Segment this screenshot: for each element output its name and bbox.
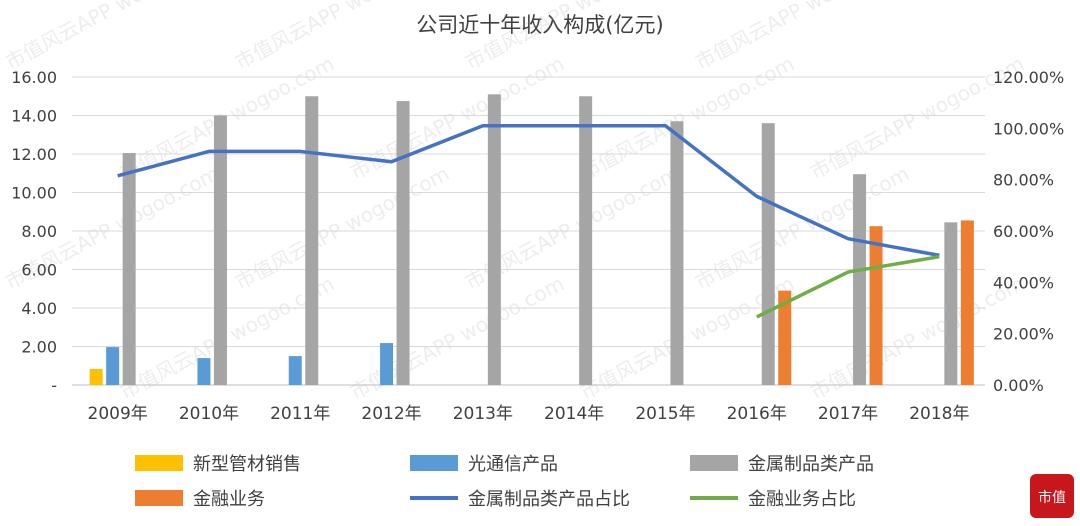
legend-swatch — [135, 490, 183, 506]
chart-title: 公司近十年收入构成(亿元) — [416, 13, 663, 37]
y-left-tick: 8.00 — [21, 222, 57, 241]
y-right-tick: 80.00% — [993, 171, 1054, 190]
x-tick: 2013年 — [453, 404, 513, 424]
series-line — [117, 124, 940, 258]
y-left-tick: 14.00 — [11, 107, 57, 126]
watermark: 市值风云APP wogoo.com — [116, 271, 338, 404]
legend-label: 金属制品类产品占比 — [468, 489, 630, 510]
legend-swatch — [135, 455, 183, 471]
bar — [853, 174, 867, 385]
svg-text:市值: 市值 — [1038, 489, 1066, 506]
legend-swatch — [410, 455, 458, 471]
bar — [197, 358, 211, 385]
bar — [761, 123, 775, 385]
x-tick: 2012年 — [361, 404, 421, 424]
series-line — [755, 254, 940, 319]
y-left-tick: 6.00 — [21, 261, 57, 280]
y-right-tick: 100.00% — [993, 119, 1064, 138]
y-left-tick: - — [51, 376, 57, 395]
watermark: 市值风云APP wogoo.com — [1, 0, 223, 74]
y-right-tick: 120.00% — [993, 68, 1064, 87]
legend-swatch — [690, 455, 738, 471]
bar — [869, 226, 883, 385]
bar — [122, 153, 136, 385]
x-tick: 2010年 — [179, 404, 239, 424]
x-tick: 2018年 — [909, 404, 969, 424]
bar — [487, 94, 501, 385]
x-tick: 2016年 — [727, 404, 787, 424]
legend-label: 新型管材销售 — [193, 454, 301, 475]
watermark: 市值风云APP wogoo.com — [346, 51, 568, 184]
bar — [89, 369, 103, 385]
bar — [213, 115, 227, 385]
y-right-tick: 0.00% — [993, 376, 1044, 395]
x-tick: 2009年 — [88, 404, 148, 424]
y-right-tick: 40.00% — [993, 273, 1054, 292]
watermark: 市值风云APP wogoo.com — [346, 271, 568, 404]
legend-label: 金属制品类产品 — [748, 454, 874, 475]
bar — [288, 356, 302, 385]
bar — [670, 121, 684, 386]
watermark: 市值风云APP wogoo.com — [231, 161, 453, 294]
y-left-tick: 10.00 — [11, 184, 57, 203]
x-tick: 2015年 — [635, 404, 695, 424]
y-left-tick: 2.00 — [21, 338, 57, 357]
y-right-tick: 60.00% — [993, 222, 1054, 241]
y-left-tick: 16.00 — [11, 68, 57, 87]
legend-label: 金融业务 — [193, 489, 265, 510]
x-tick: 2011年 — [270, 404, 330, 424]
logo: 市值 — [1030, 474, 1074, 518]
bar — [778, 290, 792, 385]
watermark: 市值风云APP wogoo.com — [231, 0, 453, 74]
y-right-tick: 20.00% — [993, 325, 1054, 344]
x-tick: 2014年 — [544, 404, 604, 424]
bar — [944, 222, 958, 385]
watermark: 市值风云APP wogoo.com — [461, 0, 683, 74]
bar — [396, 101, 410, 385]
legend-label: 光通信产品 — [468, 454, 558, 475]
watermark: 市值风云APP wogoo.com — [116, 51, 338, 184]
y-left-tick: 12.00 — [11, 145, 57, 164]
bar — [305, 96, 319, 385]
legend-label: 金融业务占比 — [748, 489, 856, 510]
bar — [579, 96, 593, 385]
x-tick: 2017年 — [818, 404, 878, 424]
watermark: 市值风云APP wogoo.com — [691, 0, 913, 74]
bar — [960, 220, 974, 385]
bar — [106, 347, 120, 385]
bar — [380, 343, 394, 385]
y-left-tick: 4.00 — [21, 299, 57, 318]
